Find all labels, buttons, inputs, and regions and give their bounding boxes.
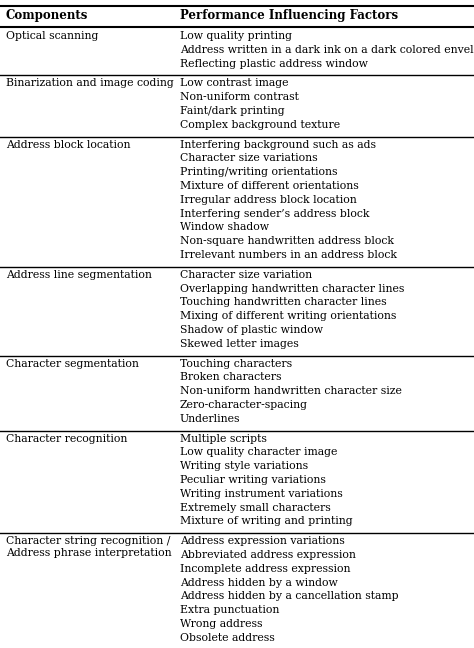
Text: Overlapping handwritten character lines: Overlapping handwritten character lines <box>180 284 404 294</box>
Text: Character segmentation: Character segmentation <box>6 358 139 369</box>
Text: Binarization and image coding: Binarization and image coding <box>6 78 174 88</box>
Text: Wrong address: Wrong address <box>180 619 263 629</box>
Text: Extremely small characters: Extremely small characters <box>180 503 331 513</box>
Text: Mixture of different orientations: Mixture of different orientations <box>180 181 359 191</box>
Text: Address expression variations: Address expression variations <box>180 536 345 546</box>
Text: Address block location: Address block location <box>6 139 130 150</box>
Text: Non-uniform handwritten character size: Non-uniform handwritten character size <box>180 386 402 396</box>
Text: Address hidden by a window: Address hidden by a window <box>180 577 338 588</box>
Text: Optical scanning: Optical scanning <box>6 31 99 41</box>
Text: Character size variations: Character size variations <box>180 154 318 163</box>
Text: Zero-character-spacing: Zero-character-spacing <box>180 400 308 410</box>
Text: Mixture of writing and printing: Mixture of writing and printing <box>180 516 353 526</box>
Text: Touching handwritten character lines: Touching handwritten character lines <box>180 297 387 307</box>
Text: Abbreviated address expression: Abbreviated address expression <box>180 550 356 560</box>
Text: Obsolete address: Obsolete address <box>180 633 275 643</box>
Text: Low quality printing: Low quality printing <box>180 31 292 41</box>
Text: Character size variation: Character size variation <box>180 270 312 280</box>
Text: Irrelevant numbers in an address block: Irrelevant numbers in an address block <box>180 250 397 260</box>
Text: Address written in a dark ink on a dark colored envelope: Address written in a dark ink on a dark … <box>180 45 474 55</box>
Text: Peculiar writing variations: Peculiar writing variations <box>180 475 326 485</box>
Text: Complex background texture: Complex background texture <box>180 120 340 130</box>
Text: Non-uniform contrast: Non-uniform contrast <box>180 92 299 102</box>
Text: Low contrast image: Low contrast image <box>180 78 289 88</box>
Text: Non-square handwritten address block: Non-square handwritten address block <box>180 237 394 246</box>
Text: Performance Influencing Factors: Performance Influencing Factors <box>180 9 398 22</box>
Text: Extra punctuation: Extra punctuation <box>180 605 279 615</box>
Text: Broken characters: Broken characters <box>180 373 282 382</box>
Text: Shadow of plastic window: Shadow of plastic window <box>180 325 323 335</box>
Text: Faint/dark printing: Faint/dark printing <box>180 106 284 116</box>
Text: Multiple scripts: Multiple scripts <box>180 434 267 444</box>
Text: Character string recognition /
Address phrase interpretation: Character string recognition / Address p… <box>6 536 172 558</box>
Text: Underlines: Underlines <box>180 414 240 424</box>
Text: Writing instrument variations: Writing instrument variations <box>180 489 343 499</box>
Text: Components: Components <box>6 9 88 22</box>
Text: Irregular address block location: Irregular address block location <box>180 195 357 205</box>
Text: Address line segmentation: Address line segmentation <box>6 270 152 280</box>
Text: Reflecting plastic address window: Reflecting plastic address window <box>180 58 368 69</box>
Text: Printing/writing orientations: Printing/writing orientations <box>180 167 337 177</box>
Text: Character recognition: Character recognition <box>6 434 128 444</box>
Text: Incomplete address expression: Incomplete address expression <box>180 564 350 573</box>
Text: Interfering sender’s address block: Interfering sender’s address block <box>180 209 370 218</box>
Text: Interfering background such as ads: Interfering background such as ads <box>180 139 376 150</box>
Text: Touching characters: Touching characters <box>180 358 292 369</box>
Text: Skewed letter images: Skewed letter images <box>180 339 299 349</box>
Text: Writing style variations: Writing style variations <box>180 461 308 471</box>
Text: Address hidden by a cancellation stamp: Address hidden by a cancellation stamp <box>180 592 399 601</box>
Text: Low quality character image: Low quality character image <box>180 447 337 457</box>
Text: Window shadow: Window shadow <box>180 222 269 233</box>
Text: Mixing of different writing orientations: Mixing of different writing orientations <box>180 311 396 321</box>
